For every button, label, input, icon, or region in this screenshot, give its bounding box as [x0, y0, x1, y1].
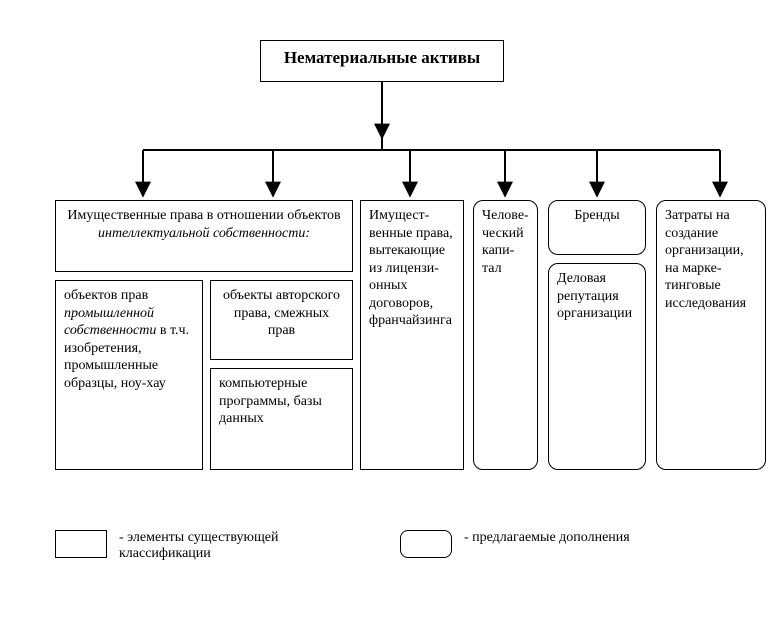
col2-node: Имущест­венные права, вытекающие из лице…: [360, 200, 464, 470]
group1-sub-left: объектов прав промышленной собственности…: [55, 280, 203, 470]
group1-sub-right-bottom: компьютерные программы, базы данных: [210, 368, 353, 470]
legend-proposed-swatch: [400, 530, 452, 558]
legend-proposed: - предлагаемые дополне­ния: [400, 530, 630, 558]
group1-header: Имущественные права в отноше­нии объекто…: [55, 200, 353, 272]
group1-header-text: Имущественные права в отноше­нии объекто…: [67, 208, 340, 241]
col2-text: Имущест­венные права, вытекающие из лице…: [369, 208, 453, 328]
legend-existing-label: - элементы существующей классификации: [119, 530, 339, 562]
col4-top-node: Бренды: [548, 200, 646, 255]
col4-top-text: Бренды: [574, 208, 619, 223]
col4-bottom-text: Деловая репута­ция органи­зации: [557, 271, 632, 321]
group1-sub-right-top-text: объекты авторского права, смежных прав: [223, 288, 340, 338]
col5-node: Затраты на создание организа­ции, на мар…: [656, 200, 766, 470]
group1-sub-right-top: объекты авторского права, смежных прав: [210, 280, 353, 360]
legend-existing-swatch: [55, 530, 107, 558]
col4-bottom-node: Деловая репута­ция органи­зации: [548, 263, 646, 470]
legend-existing: - элементы существующей классификации: [55, 530, 339, 562]
group1-sub-right-bottom-text: компьютерные программы, базы данных: [219, 376, 322, 426]
col3-node: Чело­ве­чес­кий капи­тал: [473, 200, 538, 470]
root-node: Нематериальные активы: [260, 40, 504, 82]
diagram-canvas: Нематериальные активы Имущественные прав…: [20, 20, 774, 608]
group1-sub-left-text: объектов прав промышленной собственности…: [64, 288, 189, 391]
root-title: Нематериальные активы: [284, 48, 480, 67]
legend-proposed-label: - предлагаемые дополне­ния: [464, 530, 630, 546]
col3-text: Чело­ве­чес­кий капи­тал: [482, 208, 529, 276]
col5-text: Затраты на создание организа­ции, на мар…: [665, 208, 746, 311]
